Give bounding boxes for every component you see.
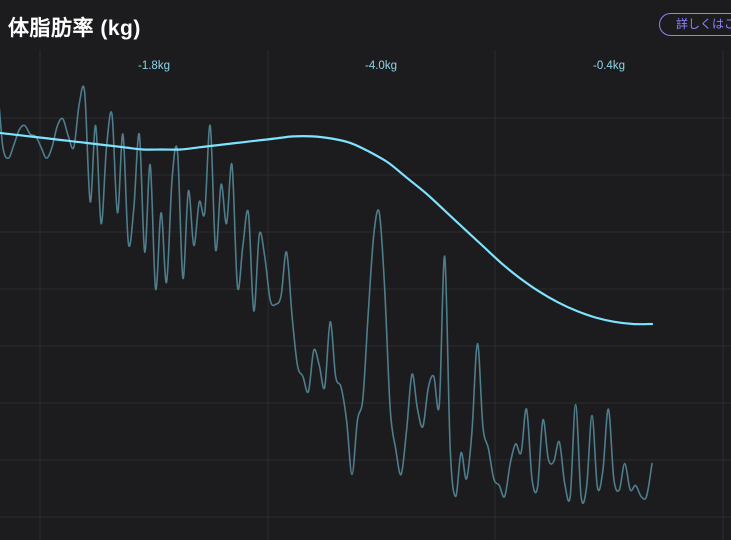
page-title: 体脂肪率 (kg) [8, 17, 141, 40]
period-change-label: -1.8kg [138, 60, 170, 72]
raw-weight-line [0, 85, 653, 505]
period-change-labels: -1.8kg -4.0kg -0.4kg [138, 60, 625, 72]
details-button[interactable]: 詳しくはこちら [659, 13, 731, 36]
trend-line [0, 131, 654, 326]
period-change-label: -4.0kg [365, 60, 397, 72]
period-change-label: -0.4kg [593, 60, 625, 72]
